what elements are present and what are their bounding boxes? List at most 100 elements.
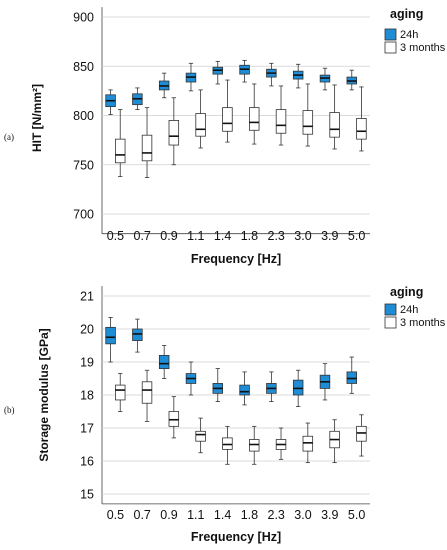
legend-swatch-24h-b: [384, 303, 397, 316]
box-3months: [141, 107, 153, 178]
box-24h: [266, 371, 277, 403]
box-24h: [212, 368, 223, 403]
y-tick-label: 900: [73, 11, 94, 25]
x-tick-label: 3.0: [294, 229, 311, 243]
box-iqr: [302, 435, 314, 452]
legend-label-3months-a: 3 months: [400, 42, 446, 54]
box-3months: [222, 425, 233, 465]
legend-title-a: aging: [390, 7, 423, 21]
box-iqr: [115, 138, 126, 164]
box-iqr: [195, 113, 206, 137]
box-iqr: [168, 411, 180, 427]
box-iqr: [356, 425, 367, 442]
x-tick-label: 5.0: [348, 508, 365, 522]
box-iqr: [158, 354, 170, 369]
x-tick-label: 1.4: [214, 229, 231, 243]
box-24h: [105, 89, 116, 115]
x-tick-label: 3.9: [321, 229, 338, 243]
legend-swatch-3months-a: [384, 41, 397, 54]
box-3months: [356, 414, 367, 457]
legend-label-24h-a: 24h: [400, 29, 418, 41]
x-tick-label: 0.5: [107, 508, 124, 522]
y-tick-label: 750: [73, 158, 94, 172]
x-tick-label: 0.9: [160, 508, 177, 522]
box-iqr: [356, 118, 367, 140]
box-24h: [185, 361, 197, 396]
box-iqr: [275, 109, 287, 134]
y-tick-label: 16: [80, 455, 94, 469]
x-tick-label: 0.5: [107, 229, 124, 243]
box-iqr: [222, 107, 233, 132]
box-24h: [266, 62, 277, 87]
box-24h: [132, 318, 143, 353]
box-24h: [132, 87, 143, 110]
panel-label-a: (a): [4, 132, 14, 142]
box-24h: [158, 72, 170, 99]
chart-panel-a: (a) 700 750 800 850 900 0.5 0.7 0.9 1.1 1.4 1.8 2.…: [4, 7, 446, 266]
x-tick-label: 2.3: [268, 508, 285, 522]
box-iqr: [239, 384, 250, 396]
box-iqr: [248, 107, 260, 131]
y-tick-label: 20: [80, 323, 94, 337]
y-tick-label: 19: [80, 356, 94, 370]
box-24h: [319, 67, 331, 91]
box-iqr: [141, 134, 153, 162]
box-24h: [346, 69, 357, 91]
box-3months: [168, 396, 180, 439]
y-tick-label: 21: [80, 290, 94, 304]
y-axis-label-b: Storage modulus [GPa]: [37, 328, 51, 461]
boxes-b: [105, 317, 367, 465]
x-tick-label: 0.7: [134, 508, 151, 522]
box-3months: [115, 109, 126, 177]
legend-title-b: aging: [390, 285, 423, 299]
x-tick-label: 0.9: [160, 229, 177, 243]
x-axis-ticks-a: 0.5 0.7 0.9 1.1 1.4 1.8 2.3 3.0 3.9 5.0: [107, 229, 366, 243]
box-3months: [141, 369, 153, 422]
y-tick-label: 18: [80, 389, 94, 403]
box-iqr: [115, 384, 126, 401]
panel-label-b: (b): [4, 405, 15, 415]
box-iqr: [105, 326, 116, 345]
x-tick-label: 3.9: [321, 508, 338, 522]
box-24h: [239, 371, 250, 406]
y-tick-label: 17: [80, 422, 94, 436]
y-axis-ticks-b: 15 16 17 18 19 20 21: [80, 290, 94, 502]
legend-label-3months-b: 3 months: [400, 317, 446, 329]
box-24h: [292, 369, 304, 407]
x-tick-label: 1.8: [241, 508, 258, 522]
x-tick-label: 3.0: [294, 508, 311, 522]
x-tick-label: 1.1: [187, 508, 204, 522]
box-24h: [212, 60, 223, 85]
x-axis-label-a: Frequency [Hz]: [191, 252, 281, 266]
y-tick-label: 850: [73, 60, 94, 74]
box-3months: [302, 83, 314, 147]
box-24h: [346, 356, 357, 394]
box-24h: [319, 363, 331, 401]
x-tick-label: 0.7: [134, 229, 151, 243]
box-3months: [222, 79, 233, 143]
legend-label-24h-b: 24h: [400, 304, 418, 316]
box-iqr: [132, 328, 143, 341]
box-3months: [329, 419, 340, 464]
x-tick-label: 1.4: [214, 508, 231, 522]
box-3months: [195, 417, 206, 454]
x-axis-label-b: Frequency [Hz]: [191, 530, 281, 544]
x-axis-ticks-b: 0.5 0.7 0.9 1.1 1.4 1.8 2.3 3.0 3.9 5.0: [107, 508, 366, 522]
x-tick-label: 1.8: [241, 229, 258, 243]
box-iqr: [248, 439, 260, 452]
box-3months: [248, 83, 260, 145]
box-iqr: [292, 379, 304, 396]
chart-panel-b: (b) 15 16 17 18 19 20 21 0.5 0.7 0.9 1.1 1.4 1.8 2.3…: [4, 285, 446, 544]
box-3months: [168, 97, 180, 166]
box-3months: [195, 89, 206, 149]
box-3months: [275, 85, 287, 146]
y-tick-label: 700: [73, 208, 94, 222]
box-iqr: [302, 110, 314, 135]
box-3months: [329, 84, 340, 150]
y-axis-ticks-a: 700 750 800 850 900: [73, 11, 94, 222]
legend-swatch-3months-b: [384, 316, 397, 329]
box-24h: [158, 345, 170, 379]
box-iqr: [222, 437, 233, 450]
box-iqr: [346, 371, 357, 384]
